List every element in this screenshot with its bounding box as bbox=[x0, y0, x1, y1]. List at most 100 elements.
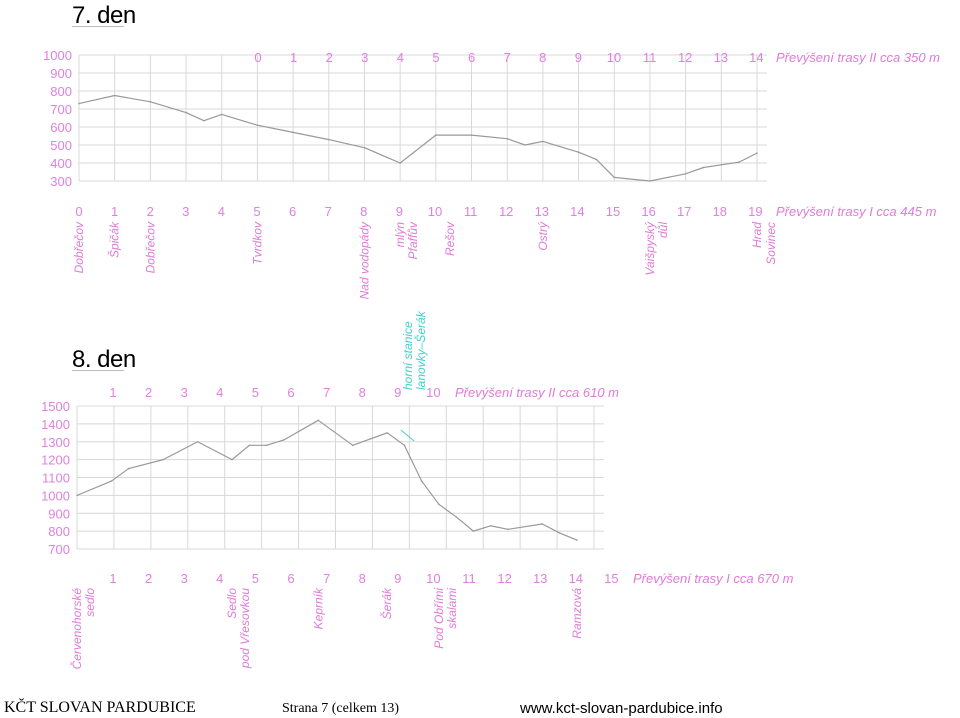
chart0-profile-segment bbox=[595, 158, 615, 178]
footer-page: Strana 7 (celkem 13) bbox=[282, 701, 400, 716]
chart0-profile-segment bbox=[685, 166, 704, 175]
chart1-y-tick-label: 1400 bbox=[41, 417, 70, 432]
chart1-profile-point bbox=[403, 444, 406, 447]
chart0-place-label: důl bbox=[656, 222, 670, 238]
chart1-profile-segment bbox=[283, 419, 319, 441]
footer-org: KČT SLOVAN PARDUBICE bbox=[4, 699, 196, 716]
chart0-place-label: Hrad bbox=[750, 222, 764, 248]
chart0-x-top-tick-label: 2 bbox=[326, 50, 333, 65]
chart1-y-tick-label: 800 bbox=[48, 524, 70, 539]
chart0-x-top-tick-label: 5 bbox=[432, 50, 439, 65]
chart0-profile-segment bbox=[150, 101, 187, 114]
chart1-profile-point bbox=[351, 444, 354, 447]
chart0-x-bottom-tick-label: 9 bbox=[396, 204, 403, 219]
chart1-profile-point bbox=[231, 458, 233, 461]
chart0-place-label: Vaišpyský bbox=[643, 221, 657, 276]
chart0-profile-segment bbox=[578, 151, 597, 160]
day7-title-rule bbox=[72, 26, 124, 27]
chart1-y-tick-label: 1200 bbox=[41, 453, 70, 468]
chart0-x-bottom-tick-label: 18 bbox=[713, 204, 727, 219]
chart0-x-top-tick-label: 1 bbox=[290, 50, 297, 65]
chart1-x-top-tick-label: 7 bbox=[323, 385, 330, 400]
day8-title: 8. den bbox=[72, 346, 136, 373]
chart0-profile-segment bbox=[221, 113, 258, 126]
chart0-y-tick-label: 800 bbox=[50, 84, 72, 99]
chart1-place-label: Pod Obřími bbox=[432, 588, 446, 649]
chart0-x-bottom-tick-label: 4 bbox=[218, 204, 225, 219]
chart1-x-top-tick-label: 9 bbox=[394, 385, 401, 400]
chart1-profile-segment bbox=[473, 525, 491, 532]
chart1-x-top-tick-label: 6 bbox=[287, 385, 294, 400]
chart0-y-tick-label: 500 bbox=[50, 138, 72, 153]
chart1-profile-segment bbox=[111, 468, 130, 482]
chart1-x-bottom-tick-label: 3 bbox=[181, 571, 188, 586]
chart0-x-top-tick-label: 7 bbox=[504, 50, 511, 65]
chart1-x-bottom-tick-label: 4 bbox=[216, 571, 223, 586]
chart0-place-label: Sovinec bbox=[764, 222, 778, 265]
chart0-x-bottom-tick-label: 1 bbox=[111, 204, 118, 219]
chart1-x-top-tick-label: 1 bbox=[109, 385, 116, 400]
chart0-place-label: Špičák bbox=[107, 221, 122, 258]
chart0-x-bottom-tick-label: 5 bbox=[253, 204, 260, 219]
chart1-x-bottom-tick-label: 13 bbox=[533, 571, 547, 586]
chart1-profile-segment bbox=[266, 439, 284, 446]
chart0-profile-point bbox=[702, 166, 705, 169]
chart1-place-label: skalami bbox=[445, 588, 459, 629]
chart1-teal-pointer bbox=[400, 429, 415, 442]
chart0-top-note: Převýšení trasy II cca 350 m bbox=[776, 50, 940, 65]
chart0-y-tick-label: 400 bbox=[50, 156, 72, 171]
chart0-x-bottom-tick-label: 11 bbox=[464, 204, 478, 219]
chart0-profile-point bbox=[613, 176, 616, 179]
chart1-place-label: pod Vřesovkou bbox=[238, 588, 252, 669]
chart1-profile-segment bbox=[386, 432, 405, 446]
chart0-profile-point bbox=[203, 119, 205, 122]
chart1-profile-segment bbox=[490, 525, 508, 530]
chart0-y-tick-label: 900 bbox=[50, 66, 72, 81]
chart0-profile-point bbox=[506, 137, 509, 140]
chart1-x-top-tick-label: 4 bbox=[216, 385, 223, 400]
chart0-profile-segment bbox=[703, 164, 722, 169]
chart0-profile-point bbox=[256, 124, 259, 126]
chart0-profile-segment bbox=[738, 152, 758, 163]
chart1-profile-segment bbox=[162, 441, 198, 461]
chart0-profile-point bbox=[363, 146, 366, 149]
chart0-profile-segment bbox=[203, 113, 222, 122]
chart1-top-note: Převýšení trasy II cca 610 m bbox=[455, 385, 619, 400]
chart0-x-top-tick-label: 11 bbox=[643, 50, 657, 65]
chart0-place-label: Nad vodopády bbox=[357, 221, 371, 299]
chart0-x-bottom-tick-label: 16 bbox=[641, 204, 655, 219]
chart1-profile-segment bbox=[317, 419, 354, 446]
chart1-x-bottom-tick-label: 7 bbox=[323, 571, 330, 586]
chart0-y-tick-label: 600 bbox=[50, 120, 72, 135]
chart0-x-top-tick-label: 10 bbox=[607, 50, 621, 65]
footer-url[interactable]: www.kct-slovan-pardubice.info bbox=[520, 700, 723, 717]
chart1-profile-segment bbox=[542, 523, 560, 534]
chart0-profile-point bbox=[720, 164, 723, 166]
chart0-x-top-tick-label: 13 bbox=[714, 50, 728, 65]
chart1-profile-point bbox=[455, 516, 457, 518]
chart0-x-top-tick-label: 3 bbox=[361, 50, 368, 65]
chart1-profile-point bbox=[420, 480, 423, 482]
chart0-place-label: mlýn bbox=[393, 222, 407, 248]
chart0-profile-segment bbox=[114, 94, 151, 103]
chart1-place-label: Sedlo bbox=[225, 588, 239, 619]
chart1-bottom-note: Převýšení trasy I cca 670 m bbox=[633, 571, 794, 586]
chart0-x-bottom-tick-label: 10 bbox=[428, 204, 442, 219]
chart0-profile-point bbox=[149, 101, 152, 103]
chart1-profile-segment bbox=[403, 445, 423, 482]
chart1-profile-point bbox=[196, 440, 199, 443]
chart1-profile-point bbox=[127, 467, 130, 470]
chart1-place-label: Ramzová bbox=[570, 588, 584, 639]
chart1-y-tick-label: 1000 bbox=[41, 488, 70, 503]
chart1-x-top-tick-label: 2 bbox=[145, 385, 152, 400]
chart0-profile-segment bbox=[292, 131, 329, 141]
chart0-profile-segment bbox=[471, 134, 508, 140]
chart1-profile-point bbox=[507, 528, 509, 531]
chart0-place-label: Dobřečov bbox=[72, 221, 86, 273]
chart0-profile-point bbox=[595, 158, 598, 161]
chart1-x-bottom-tick-label: 10 bbox=[426, 571, 440, 586]
chart1-profile-point bbox=[265, 444, 268, 447]
chart0-place-label: Pfaffův bbox=[406, 221, 420, 259]
chart0-profile-segment bbox=[364, 147, 401, 164]
chart0-profile-segment bbox=[614, 176, 651, 182]
